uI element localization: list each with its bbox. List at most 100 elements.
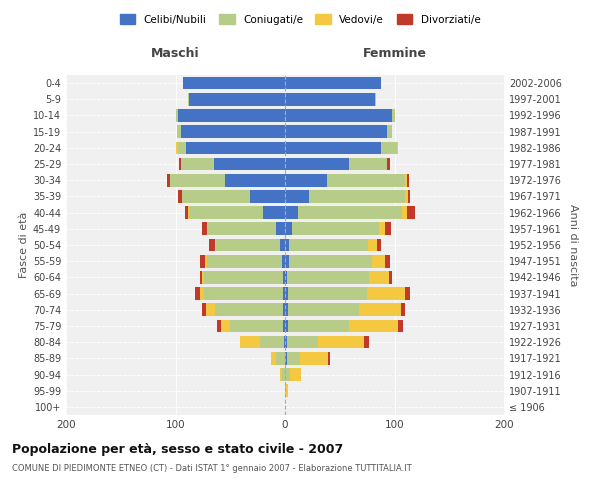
Bar <box>367 288 406 300</box>
Bar <box>377 238 382 252</box>
Bar <box>285 384 286 397</box>
Bar <box>179 158 181 170</box>
Bar <box>407 206 415 219</box>
Bar <box>188 206 263 219</box>
Bar <box>371 255 385 268</box>
Bar <box>284 336 285 348</box>
Bar <box>216 238 280 252</box>
Bar <box>285 304 288 316</box>
Bar <box>167 174 170 186</box>
Bar <box>204 288 283 300</box>
Bar <box>406 288 410 300</box>
Bar <box>287 352 301 364</box>
Bar <box>225 174 285 186</box>
Bar <box>407 174 409 186</box>
Y-axis label: Fasce di età: Fasce di età <box>19 212 29 278</box>
Bar <box>285 271 287 283</box>
Bar <box>230 320 283 332</box>
Bar <box>292 222 379 235</box>
Text: Maschi: Maschi <box>151 46 200 60</box>
Bar <box>285 336 287 348</box>
Bar <box>276 222 285 235</box>
Bar <box>209 238 215 252</box>
Bar <box>280 238 285 252</box>
Bar <box>349 320 398 332</box>
Bar <box>208 222 276 235</box>
Bar <box>176 142 178 154</box>
Bar <box>207 255 282 268</box>
Bar <box>285 352 287 364</box>
Bar <box>401 304 406 316</box>
Bar <box>202 304 206 316</box>
Bar <box>309 190 406 202</box>
Bar <box>289 255 371 268</box>
Bar <box>215 304 283 316</box>
Bar <box>200 255 205 268</box>
Bar <box>397 142 398 154</box>
Bar <box>285 174 326 186</box>
Bar <box>285 126 387 138</box>
Y-axis label: Anni di nascita: Anni di nascita <box>568 204 578 286</box>
Bar <box>288 288 367 300</box>
Bar <box>285 109 392 122</box>
Bar <box>202 222 207 235</box>
Bar <box>289 238 368 252</box>
Bar <box>271 352 276 364</box>
Bar <box>286 384 288 397</box>
Bar <box>283 320 285 332</box>
Bar <box>170 174 225 186</box>
Bar <box>349 158 387 170</box>
Bar <box>387 158 390 170</box>
Bar <box>379 222 385 235</box>
Bar <box>283 271 285 283</box>
Bar <box>188 93 285 106</box>
Bar <box>178 109 285 122</box>
Bar <box>385 222 391 235</box>
Bar <box>290 368 301 381</box>
Bar <box>387 126 392 138</box>
Bar <box>392 109 395 122</box>
Bar <box>287 336 318 348</box>
Bar <box>181 126 285 138</box>
Bar <box>326 174 406 186</box>
Bar <box>185 206 188 219</box>
Bar <box>207 222 208 235</box>
Bar <box>285 222 292 235</box>
Bar <box>205 255 207 268</box>
Bar <box>200 288 204 300</box>
Bar <box>280 368 282 381</box>
Bar <box>206 304 215 316</box>
Bar <box>288 304 359 316</box>
Bar <box>285 368 290 381</box>
Bar <box>406 174 407 186</box>
Bar <box>195 288 200 300</box>
Bar <box>200 271 202 283</box>
Bar <box>283 288 285 300</box>
Bar <box>202 271 204 283</box>
Bar <box>285 93 375 106</box>
Bar <box>287 271 370 283</box>
Bar <box>276 352 285 364</box>
Bar <box>204 271 283 283</box>
Bar <box>285 206 298 219</box>
Text: COMUNE DI PIEDIMONTE ETNEO (CT) - Dati ISTAT 1° gennaio 2007 - Elaborazione TUTT: COMUNE DI PIEDIMONTE ETNEO (CT) - Dati I… <box>12 464 412 473</box>
Bar <box>215 238 216 252</box>
Text: Popolazione per età, sesso e stato civile - 2007: Popolazione per età, sesso e stato civil… <box>12 442 343 456</box>
Bar <box>260 336 284 348</box>
Bar <box>328 352 330 364</box>
Bar <box>183 77 285 90</box>
Text: Femmine: Femmine <box>362 46 427 60</box>
Bar <box>285 320 288 332</box>
Bar <box>375 93 376 106</box>
Bar <box>382 142 397 154</box>
Bar <box>285 255 289 268</box>
Bar <box>285 158 349 170</box>
Bar <box>178 142 187 154</box>
Legend: Celibi/Nubili, Coniugati/e, Vedovi/e, Divorziati/e: Celibi/Nubili, Coniugati/e, Vedovi/e, Di… <box>115 10 485 29</box>
Bar <box>368 238 377 252</box>
Bar <box>283 304 285 316</box>
Bar <box>364 336 370 348</box>
Bar <box>285 142 382 154</box>
Bar <box>178 190 182 202</box>
Bar <box>318 336 364 348</box>
